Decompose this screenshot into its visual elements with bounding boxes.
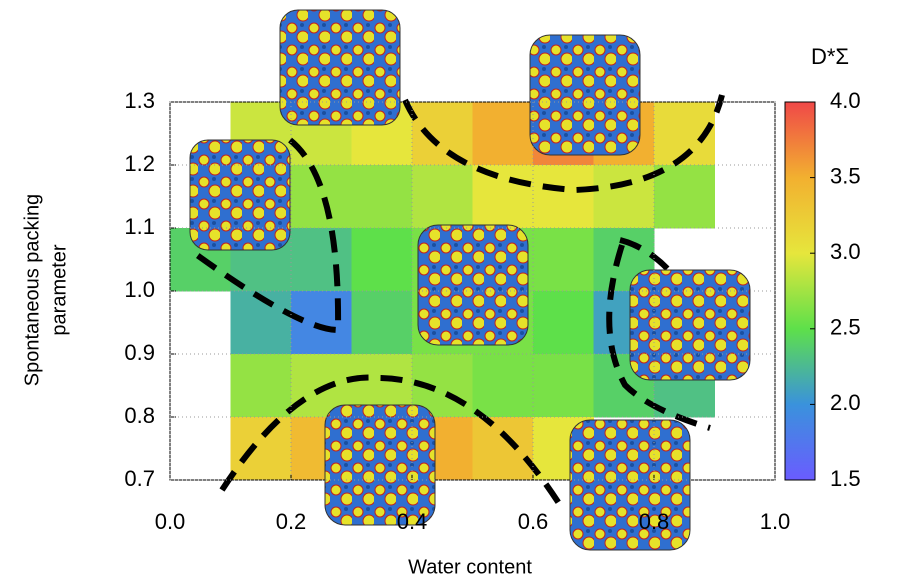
heat-cell <box>231 417 292 481</box>
heat-cell <box>533 354 594 418</box>
colorbar-tick-label: 2.0 <box>830 390 861 415</box>
y-tick-label: 0.7 <box>124 466 155 491</box>
heat-cell <box>473 102 534 166</box>
heat-cell <box>594 165 655 229</box>
x-tick-label: 0.0 <box>155 509 186 534</box>
heat-cell <box>231 354 292 418</box>
heat-cell <box>352 291 413 355</box>
x-tick-label: 0.8 <box>639 509 670 534</box>
y-tick-label: 1.3 <box>124 88 155 113</box>
x-axis-label: Water content <box>408 556 532 578</box>
colorbar <box>785 102 815 480</box>
heat-cell <box>533 165 594 229</box>
x-tick-label: 0.4 <box>397 509 428 534</box>
y-axis-label: parameter <box>48 244 70 335</box>
y-tick-label: 1.1 <box>124 214 155 239</box>
x-tick-label: 1.0 <box>760 509 791 534</box>
colorbar-tick-label: 2.5 <box>830 315 861 340</box>
colorbar-tick-label: 1.5 <box>830 466 861 491</box>
x-tick-label: 0.2 <box>276 509 307 534</box>
heat-cell <box>533 291 594 355</box>
heat-cell <box>473 354 534 418</box>
chart: D*Σ Water content Spontaneous packing pa… <box>0 0 902 583</box>
heat-cell <box>412 102 473 166</box>
y-tick-label: 0.9 <box>124 340 155 365</box>
heat-cell <box>473 165 534 229</box>
heat-cell <box>291 291 352 355</box>
heat-cell <box>352 165 413 229</box>
colorbar-tick-label: 3.5 <box>830 163 861 188</box>
x-tick-label: 0.6 <box>518 509 549 534</box>
y-axis-label: Spontaneous packing <box>21 194 43 386</box>
heat-cell <box>412 165 473 229</box>
heat-cell <box>473 417 534 481</box>
y-tick-label: 1.2 <box>124 151 155 176</box>
heat-cell <box>352 228 413 292</box>
heat-cell <box>291 165 352 229</box>
colorbar-tick-label: 4.0 <box>830 88 861 113</box>
y-tick-label: 1.0 <box>124 277 155 302</box>
heat-cell <box>291 228 352 292</box>
heat-cell <box>533 228 594 292</box>
heat-cell <box>654 165 715 229</box>
colorbar-title: D*Σ <box>811 44 849 69</box>
y-tick-label: 0.8 <box>124 403 155 428</box>
colorbar-tick-label: 3.0 <box>830 239 861 264</box>
